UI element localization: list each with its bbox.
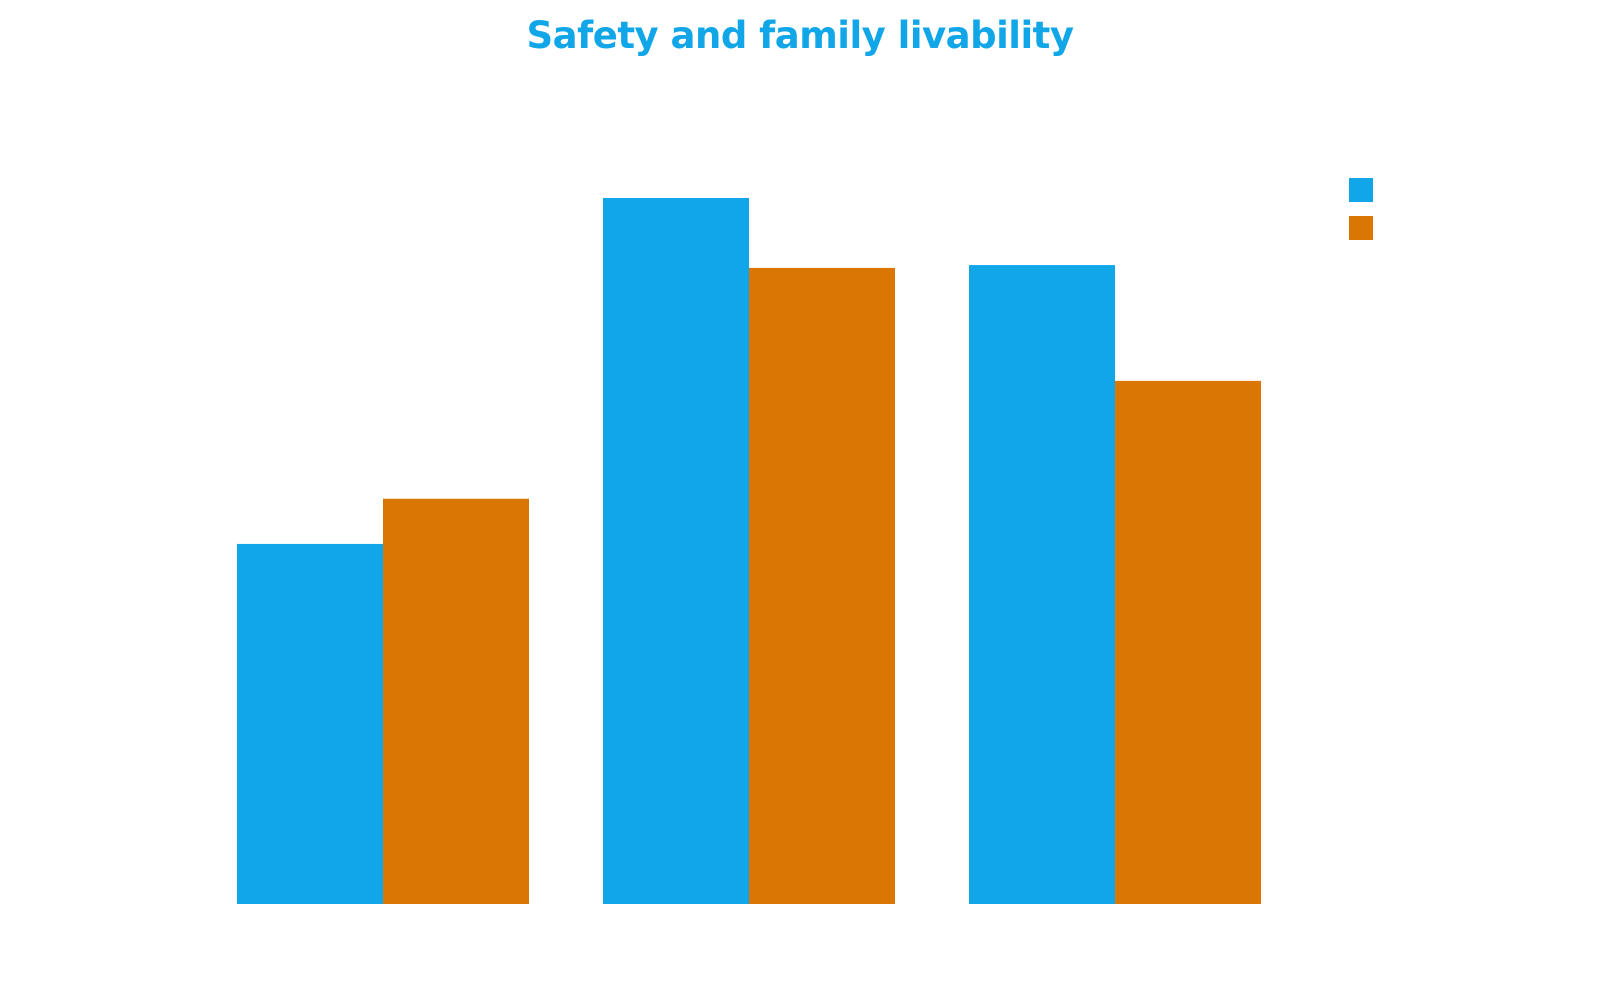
- legend-swatch-series-1: [1349, 178, 1373, 202]
- legend-swatch-series-2: [1349, 216, 1373, 240]
- bar-series-2-group-3: [1115, 380, 1261, 904]
- bar-series-1-group-1: [237, 543, 383, 904]
- bar-series-1-group-3: [969, 265, 1115, 904]
- legend: [1349, 178, 1373, 240]
- bars-group: [237, 198, 1261, 904]
- chart-title: Safety and family livability: [526, 14, 1074, 57]
- bar-series-2-group-2: [749, 267, 895, 904]
- bar-series-1-group-2: [603, 198, 749, 904]
- bar-series-2-group-1: [383, 498, 529, 904]
